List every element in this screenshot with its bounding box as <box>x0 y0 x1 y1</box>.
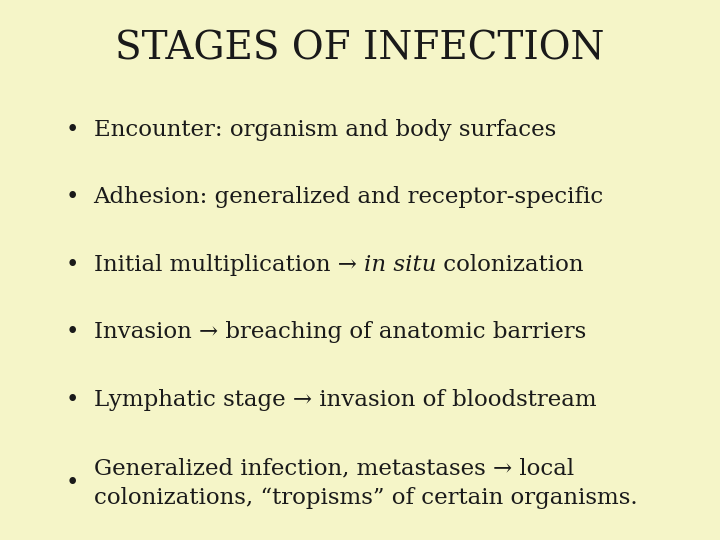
Text: STAGES OF INFECTION: STAGES OF INFECTION <box>115 30 605 67</box>
Text: Adhesion: generalized and receptor-specific: Adhesion: generalized and receptor-speci… <box>94 186 604 208</box>
Text: •: • <box>66 254 78 275</box>
Text: Generalized infection, metastases → local
colonizations, “tropisms” of certain o: Generalized infection, metastases → loca… <box>94 458 637 509</box>
Text: colonization: colonization <box>436 254 584 275</box>
Text: Invasion → breaching of anatomic barriers: Invasion → breaching of anatomic barrier… <box>94 321 586 343</box>
Text: in situ: in situ <box>364 254 436 275</box>
Text: •: • <box>66 186 78 208</box>
Text: •: • <box>66 119 78 140</box>
Text: Encounter: organism and body surfaces: Encounter: organism and body surfaces <box>94 119 556 140</box>
Text: Initial multiplication →: Initial multiplication → <box>94 254 364 275</box>
Text: •: • <box>66 321 78 343</box>
Text: •: • <box>66 472 78 494</box>
Text: •: • <box>66 389 78 410</box>
Text: Lymphatic stage → invasion of bloodstream: Lymphatic stage → invasion of bloodstrea… <box>94 389 596 410</box>
